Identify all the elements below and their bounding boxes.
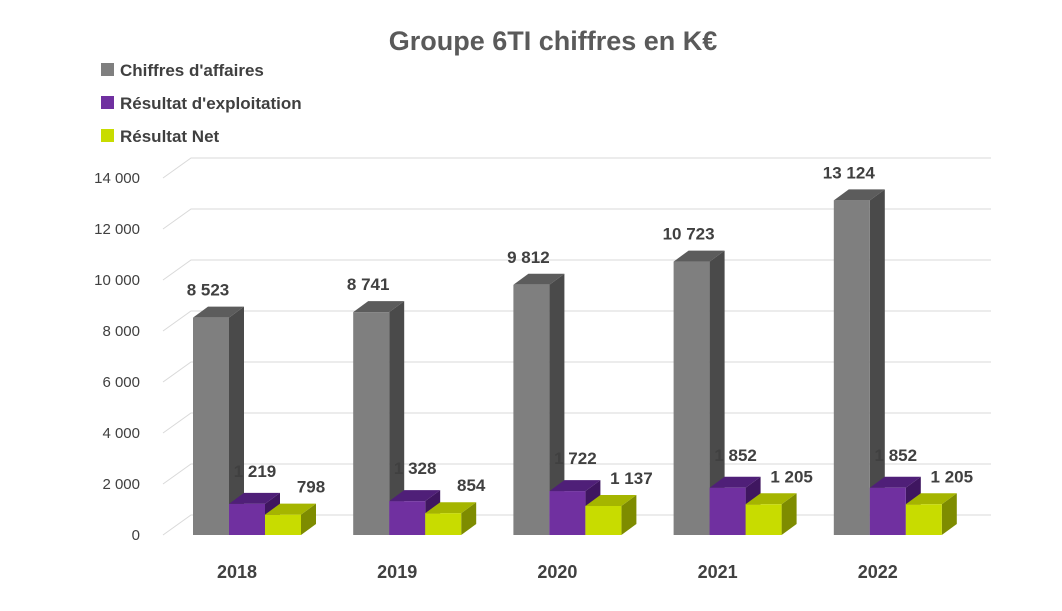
bar-front xyxy=(193,317,229,535)
bar-top xyxy=(513,273,565,285)
x-tick-label: 2021 xyxy=(698,562,738,582)
bar-front xyxy=(673,261,710,535)
x-axis: 2018 2019 2020 2021 2022 xyxy=(217,562,898,582)
bar-chiffres-d-affaires xyxy=(833,189,885,535)
gridline xyxy=(162,157,991,179)
data-label-resultat-d-exploitation: 1 852 xyxy=(875,446,918,465)
y-tick-label: 6 000 xyxy=(102,374,140,391)
bar-resultat-net xyxy=(265,503,316,535)
bar-top xyxy=(193,306,244,318)
data-label-resultat-net: 854 xyxy=(457,476,486,495)
gridlines xyxy=(162,157,991,536)
data-label-resultat-d-exploitation: 1 328 xyxy=(394,459,437,478)
bar-top xyxy=(265,503,316,515)
bar-top xyxy=(353,301,405,313)
bar-resultat-net xyxy=(425,502,477,535)
data-label-chiffres-d-affaires: 9 812 xyxy=(507,248,550,267)
bar-top xyxy=(745,493,797,505)
legend-swatch-chiffres-affaires xyxy=(101,63,114,76)
data-label-chiffres-d-affaires: 10 723 xyxy=(663,225,715,244)
bar-resultat-net xyxy=(905,493,957,535)
data-label-resultat-net: 798 xyxy=(297,478,325,497)
bar-resultat-net xyxy=(745,493,797,535)
bar-top xyxy=(673,250,725,262)
data-label-resultat-net: 1 205 xyxy=(770,467,813,486)
bar-top xyxy=(389,490,441,502)
data-label-resultat-net: 1 137 xyxy=(610,469,653,488)
bar-side xyxy=(461,502,477,535)
bar-side xyxy=(229,306,244,535)
gridline xyxy=(162,208,991,230)
y-tick-label: 2 000 xyxy=(102,476,140,493)
legend-label-chiffres-affaires: Chiffres d'affaires xyxy=(120,61,264,80)
data-label-chiffres-d-affaires: 13 124 xyxy=(823,163,876,182)
data-label-chiffres-d-affaires: 8 741 xyxy=(347,275,390,294)
data-labels: 8 523 1 219 798 8 741 1 328 854 9 812 1 722 1 13… xyxy=(187,163,973,496)
bar-top xyxy=(869,476,921,488)
x-tick-label: 2020 xyxy=(537,562,577,582)
x-tick-label: 2019 xyxy=(377,562,417,582)
bar-front xyxy=(709,487,746,535)
bar-chiffres-d-affaires xyxy=(513,273,565,535)
legend-label-resultat-net: Résultat Net xyxy=(120,127,220,146)
bars xyxy=(193,189,957,535)
bar-top xyxy=(229,492,280,504)
bar-side xyxy=(869,189,885,535)
bar-chiffres-d-affaires xyxy=(353,301,405,535)
x-tick-label: 2018 xyxy=(217,562,257,582)
data-label-resultat-net: 1 205 xyxy=(931,467,974,486)
y-tick-label: 4 000 xyxy=(102,425,140,442)
bar-front xyxy=(905,504,942,535)
bar-side xyxy=(941,493,957,535)
bar-side xyxy=(621,495,637,535)
bar-top xyxy=(709,476,761,488)
y-tick-label: 12 000 xyxy=(94,221,140,238)
bar-top xyxy=(905,493,957,505)
bar-front xyxy=(265,514,301,535)
y-axis: 0 2 000 4 000 6 000 8 000 10 000 12 000 14 000 xyxy=(94,170,140,544)
bar-chiffres-d-affaires xyxy=(193,306,244,535)
bar-resultat-net xyxy=(585,495,637,535)
data-label-resultat-d-exploitation: 1 219 xyxy=(234,462,277,481)
data-label-chiffres-d-affaires: 8 523 xyxy=(187,281,230,300)
data-label-resultat-d-exploitation: 1 722 xyxy=(554,449,597,468)
data-label-resultat-d-exploitation: 1 852 xyxy=(714,446,757,465)
bar-top xyxy=(425,502,477,514)
bar-front xyxy=(229,503,265,535)
y-tick-label: 0 xyxy=(132,527,140,544)
y-tick-label: 8 000 xyxy=(102,323,140,340)
legend-swatch-resultat-exploitation xyxy=(101,96,114,109)
legend: Chiffres d'affaires Résultat d'exploitat… xyxy=(101,61,302,146)
bar-front xyxy=(425,513,462,535)
bar-side xyxy=(709,250,725,535)
chart-title: Groupe 6TI chiffres en K€ xyxy=(389,26,718,56)
legend-swatch-resultat-net xyxy=(101,129,114,142)
bar-side xyxy=(301,503,316,535)
y-tick-label: 14 000 xyxy=(94,170,140,187)
bar-front xyxy=(389,501,426,535)
bar-front xyxy=(353,312,390,535)
bar-front xyxy=(869,487,906,535)
bar-side xyxy=(781,493,797,535)
bar-top xyxy=(585,495,637,507)
bar-top xyxy=(833,189,885,201)
bar-top xyxy=(549,480,601,492)
bar-chiffres-d-affaires xyxy=(673,250,725,535)
y-tick-label: 10 000 xyxy=(94,272,140,289)
bar-front xyxy=(585,506,622,535)
bar-front xyxy=(513,284,550,535)
x-tick-label: 2022 xyxy=(858,562,898,582)
bar-front xyxy=(745,504,782,535)
bar-side xyxy=(549,273,565,535)
bar-front xyxy=(549,491,586,535)
legend-label-resultat-exploitation: Résultat d'exploitation xyxy=(120,94,302,113)
bar-side xyxy=(389,301,405,535)
bar-front xyxy=(833,200,870,535)
